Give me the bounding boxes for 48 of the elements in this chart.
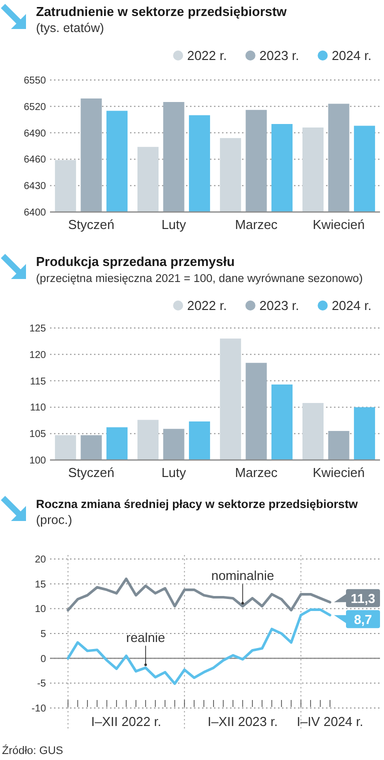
chart-subtitle: (proc.) <box>36 513 72 527</box>
y-tick-label: 100 <box>29 456 46 466</box>
y-tick-label: -5 <box>37 678 46 690</box>
y-tick-label: 115 <box>30 376 46 388</box>
y-tick-label: 6400 <box>24 208 46 218</box>
x-tick-label: I–IV 2024 r. <box>296 714 364 729</box>
y-tick-label: 110 <box>30 402 46 414</box>
chart-subtitle: (przeciętna miesięczna 2021 = 100, dane wyrównane sezonowo) <box>36 273 363 285</box>
y-tick-label: 120 <box>29 350 46 361</box>
y-tick-label: 5 <box>40 629 46 640</box>
data-label: 11,3 <box>350 590 376 606</box>
y-tick-label: -10 <box>32 704 46 714</box>
x-tick-label: Marzec <box>234 465 278 480</box>
legend-label: 2023 r. <box>259 298 300 313</box>
x-tick-label: Kwiecień <box>312 465 365 480</box>
y-tick-label: 105 <box>29 429 46 440</box>
legend-label: 2024 r. <box>332 298 372 313</box>
x-tick-label: Luty <box>161 465 187 480</box>
y-tick-label: 125 <box>29 324 46 334</box>
legend-label: 2022 r. <box>187 298 227 313</box>
series-label: realnie <box>126 630 166 645</box>
x-tick-label: Kwiecień <box>312 217 365 232</box>
legend-label: 2023 r. <box>259 48 300 63</box>
x-tick-label: I–XII 2022 r. <box>91 714 162 729</box>
y-tick-label: 6430 <box>24 181 46 192</box>
y-tick-label: 10 <box>34 604 46 616</box>
y-tick-label: 6550 <box>24 76 46 86</box>
chart-title: Produkcja sprzedana przemysłu <box>36 254 235 269</box>
data-label: 8,7 <box>354 612 372 627</box>
chart-subtitle: (tys. etatów) <box>36 21 104 35</box>
series-label: nominalnie <box>211 568 274 584</box>
y-tick-label: 15 <box>34 579 46 590</box>
x-tick-label: Styczeń <box>68 465 114 480</box>
x-tick-label: I–XII 2023 r. <box>208 714 278 729</box>
legend-label: 2022 r. <box>187 48 227 63</box>
y-tick-label: 6520 <box>24 102 46 113</box>
text: Źródło: GUS <box>2 744 64 757</box>
chart-title: Roczna zmiana średniej płacy w sektorze przedsiębiorstw <box>36 498 359 511</box>
line-series <box>66 608 332 685</box>
x-tick-label: Styczeń <box>68 217 114 232</box>
legend-label: 2024 r. <box>332 48 372 63</box>
x-tick-label: Luty <box>161 217 187 232</box>
y-tick-label: 6460 <box>24 154 46 166</box>
x-tick-label: Marzec <box>234 217 278 232</box>
y-tick-label: 0 <box>40 654 46 665</box>
y-tick-label: 6490 <box>24 128 46 140</box>
y-tick-label: 20 <box>34 554 46 566</box>
chart-title: Zatrudnienie w sektorze przedsiębiorstw <box>36 4 288 19</box>
